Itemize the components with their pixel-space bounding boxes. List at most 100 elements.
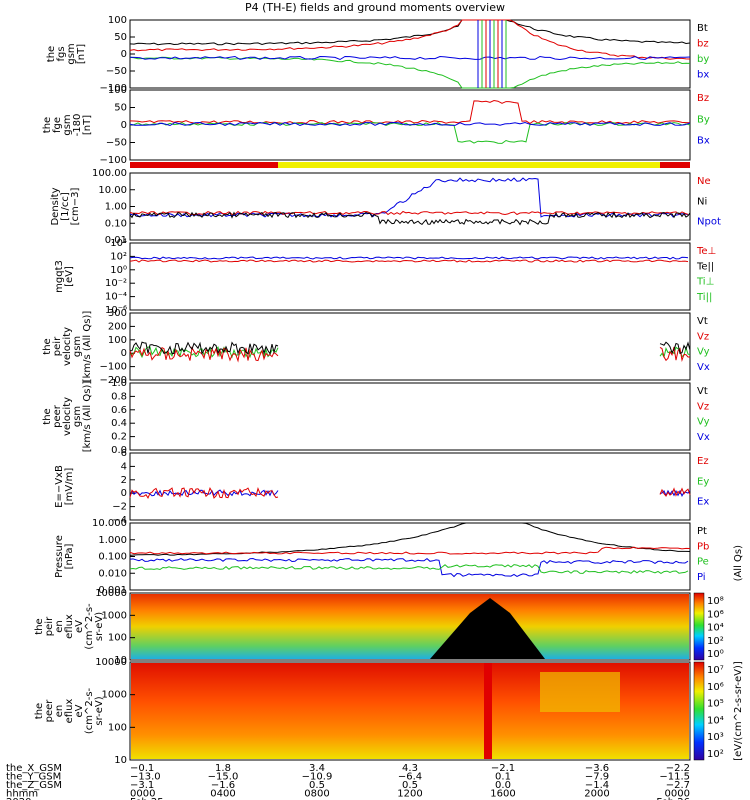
y-tick-label: 10⁻⁴ — [105, 292, 127, 303]
heatmap-gap-region — [430, 598, 545, 659]
legend-entry: Ti|| — [696, 292, 712, 303]
trace-Ne — [129, 210, 689, 216]
y-tick-label: 300 — [108, 308, 127, 319]
trace-Bz — [129, 99, 691, 125]
y-tick-label: 0 — [121, 488, 127, 499]
y-tick-label: −4 — [112, 515, 127, 526]
colorbar-tick: 10³ — [707, 732, 724, 743]
trace-By — [129, 121, 691, 144]
status-bar-red-end — [660, 162, 690, 168]
footer-value: 0.1 — [495, 772, 511, 783]
trace-peir-Vz — [129, 346, 690, 363]
y-tick-label: 50 — [114, 103, 127, 114]
y-axis-label: [km/s (All Qs)] — [82, 311, 93, 383]
y-tick-label: 100.00 — [92, 168, 127, 179]
trace-by — [129, 56, 691, 89]
footer-value: 0.0 — [495, 780, 511, 791]
y-axis-label: eflux — [64, 614, 75, 639]
y-tick-label: −2 — [112, 502, 127, 513]
footer-value: 1200 — [397, 789, 422, 800]
y-axis-label: [eV] — [64, 266, 75, 287]
legend-entry: Ti⊥ — [696, 277, 714, 288]
panel-frame-fgs — [129, 19, 691, 89]
y-axis-label: eV — [74, 620, 85, 633]
y-axis-label: the — [42, 117, 53, 133]
heatmap-band — [484, 663, 492, 759]
legend-entry: Ex — [697, 497, 709, 508]
panel-frame-pressure — [129, 522, 691, 591]
footer-value: −1.6 — [211, 780, 235, 791]
y-tick-label: −100 — [100, 155, 127, 166]
y-axis-label: fgs — [56, 46, 67, 61]
trace-Ni — [129, 211, 691, 226]
footer-value: 0.5 — [402, 780, 418, 791]
pressure-right-label: (All Qs) — [733, 545, 744, 582]
footer-row-label: the_Y_GSM — [6, 772, 61, 783]
footer-value: 1600 — [490, 789, 515, 800]
footer-value: 2000 — [584, 789, 609, 800]
footer-value: 0800 — [304, 789, 329, 800]
y-axis-label: [1/cc] — [60, 192, 71, 221]
y-tick-label: −100 — [100, 362, 127, 373]
y-tick-label: 10 — [114, 755, 127, 766]
panel-frame-peir-eflux — [129, 592, 691, 661]
y-tick-label: 10⁻⁶ — [105, 305, 127, 316]
legend-entry: Bz — [697, 93, 709, 104]
y-axis-label: [km/s (All Qs)] — [82, 381, 93, 453]
status-bar-red — [130, 162, 278, 168]
colorbar-tick: 10⁷ — [707, 665, 724, 676]
legend-entry: Ez — [697, 456, 709, 467]
legend-entry: Vz — [697, 401, 709, 412]
y-axis-label: [nT] — [76, 44, 87, 64]
y-tick-label: 100 — [108, 722, 127, 733]
y-tick-label: 0.01 — [105, 235, 127, 246]
panel-frame-density — [129, 172, 691, 241]
panel-frame-peer-velocity — [129, 382, 691, 451]
y-tick-label: 1000 — [102, 610, 127, 621]
footer-value: 0000 — [665, 789, 690, 800]
trace-Pi — [129, 557, 689, 578]
footer-value: −10.9 — [302, 772, 333, 783]
status-bar-yellow — [278, 162, 660, 168]
y-axis-label: the — [34, 618, 45, 634]
legend-entry: Te|| — [696, 261, 714, 272]
y-tick-label: 1000 — [102, 690, 127, 701]
legend-entry: Vx — [697, 362, 710, 373]
y-tick-label: 100 — [108, 335, 127, 346]
footer-value: 0.5 — [309, 780, 325, 791]
legend-entry: bz — [697, 39, 709, 50]
y-axis-label: the — [46, 46, 57, 62]
footer-value: −3.6 — [585, 763, 609, 774]
y-tick-label: 10⁰ — [110, 265, 127, 276]
footer-value: −2.7 — [666, 780, 690, 791]
legend-entry: bx — [697, 70, 709, 81]
y-tick-label: 10000 — [95, 657, 127, 668]
legend-entry: Ne — [697, 176, 711, 187]
y-axis-label: [mV/m] — [64, 468, 75, 506]
y-axis-label: Density — [50, 187, 61, 225]
colorbar-tick: 10⁶ — [707, 682, 724, 693]
footer-value: 1.8 — [215, 763, 231, 774]
y-tick-label: 10.000 — [92, 518, 127, 529]
y-tick-label: 0.2 — [111, 432, 127, 443]
y-tick-label: 2 — [121, 475, 127, 486]
footer-value: −2.2 — [666, 763, 690, 774]
legend-entry: Pi — [697, 572, 706, 583]
y-axis-label: the — [42, 338, 53, 354]
y-tick-label: 0 — [121, 49, 127, 60]
panel-frame-peir-velocity — [129, 312, 691, 381]
footer-value: −1.4 — [585, 780, 609, 791]
footer-value: Feb 25 — [130, 797, 164, 800]
y-axis-label: gsm — [66, 43, 77, 64]
legend-entry: Ey — [697, 476, 709, 487]
trace-bz — [129, 19, 691, 60]
footer-value: −13.0 — [130, 772, 161, 783]
y-tick-label: 4 — [121, 461, 127, 472]
y-axis-label: sr-eV) — [94, 696, 105, 725]
y-axis-label: peir — [44, 616, 55, 636]
y-tick-label: 0.010 — [98, 568, 127, 579]
y-axis-label: (cm^2-s- — [84, 687, 95, 734]
footer-value: −6.4 — [398, 772, 422, 783]
y-tick-label: 1.00 — [105, 202, 127, 213]
legend-entry: Vx — [697, 432, 710, 443]
